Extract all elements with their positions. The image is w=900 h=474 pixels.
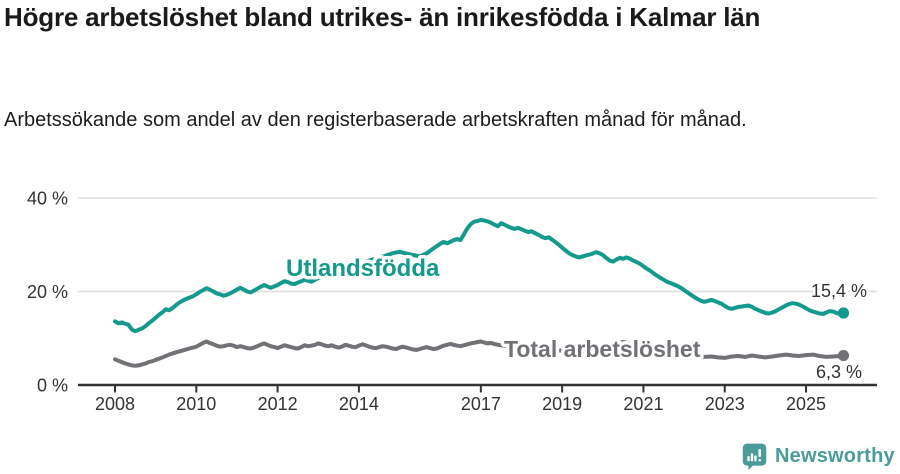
x-tick-label-2023: 2023	[705, 394, 745, 414]
y-tick-label-20: 20 %	[27, 282, 68, 302]
brand-name: Newsworthy	[775, 444, 895, 467]
x-tick-label-2010: 2010	[176, 394, 216, 414]
series-label-utlandsfodda: Utlandsfödda	[286, 255, 440, 282]
series-line-1	[113, 339, 846, 368]
x-tick-label-2008: 2008	[95, 394, 135, 414]
x-tick-label-2014: 2014	[339, 394, 379, 414]
x-tick-label-2017: 2017	[461, 394, 501, 414]
end-value-label-total: 6,3 %	[816, 362, 862, 382]
brand-logo: Newsworthy	[741, 442, 895, 470]
series-end-dot-0	[837, 307, 850, 319]
chart-generated-layer: 0 % 20 % 40 % 2008 2010 2012 2014 2017 2019 2021 2…	[27, 189, 877, 414]
series-label-total: Total arbetslöshet	[504, 336, 701, 362]
x-tick-label-2012: 2012	[258, 394, 298, 414]
y-tick-label-40: 40 %	[27, 189, 68, 209]
x-tick-label-2021: 2021	[623, 394, 663, 414]
page-title: Högre arbetslöshet bland utrikes- än inr…	[4, 2, 761, 32]
series-end-dot-1	[837, 349, 850, 362]
y-tick-label-0: 0 %	[37, 376, 68, 396]
newsworthy-icon	[742, 443, 767, 470]
x-tick-label-2025: 2025	[786, 394, 826, 414]
series-line-0	[113, 218, 846, 334]
x-tick-label-2019: 2019	[542, 394, 582, 414]
page-subtitle: Arbetssökande som andel av den registerb…	[4, 109, 747, 131]
end-value-label-utlandsfodda: 15,4 %	[811, 281, 867, 301]
